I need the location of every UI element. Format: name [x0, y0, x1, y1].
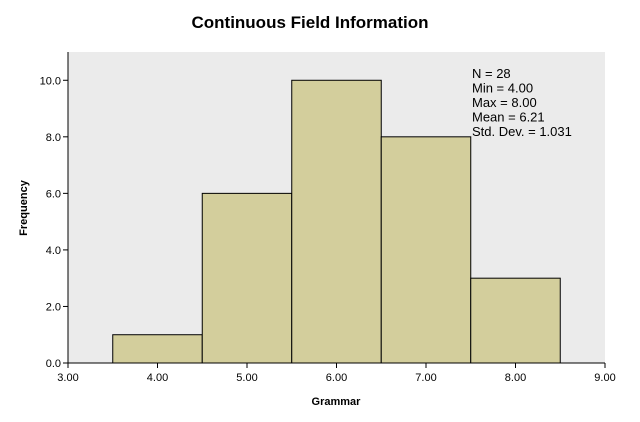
- histogram-bar: [380, 136, 472, 364]
- histogram-bar: [201, 192, 293, 364]
- x-tick-label: 4.00: [147, 372, 168, 384]
- y-tick-label: 10.0: [40, 75, 61, 87]
- y-axis-label: Frequency: [18, 179, 30, 236]
- x-tick-label: 8.00: [505, 372, 526, 384]
- stats-line: N = 28: [472, 66, 511, 81]
- stats-line: Min = 4.00: [472, 81, 533, 96]
- histogram-bar: [112, 334, 203, 364]
- y-tick-label: 6.0: [46, 188, 61, 200]
- x-axis-label: Grammar: [312, 396, 362, 408]
- y-tick-label: 0.0: [46, 358, 61, 370]
- chart-title: Continuous Field Information: [191, 13, 428, 32]
- y-tick-label: 2.0: [46, 301, 61, 313]
- stats-line: Max = 8.00: [472, 95, 537, 110]
- stats-line: Std. Dev. = 1.031: [472, 124, 572, 139]
- x-tick-label: 6.00: [326, 372, 347, 384]
- x-tick-label: 7.00: [415, 372, 436, 384]
- stats-line: Mean = 6.21: [472, 110, 545, 125]
- x-tick-label: 9.00: [594, 372, 615, 384]
- y-tick-label: 8.0: [46, 132, 61, 144]
- bars-layer: [112, 79, 561, 364]
- x-tick-label: 3.00: [57, 372, 78, 384]
- histogram-bar: [470, 277, 561, 364]
- y-tick-label: 4.0: [46, 245, 61, 257]
- x-tick-label: 5.00: [236, 372, 257, 384]
- axes-layer: 3.00 4.00 5.00 6.00 7.00 8.00 9.00 0.0 2.0 4.0 6.0…: [40, 52, 616, 384]
- histogram-bar: [291, 79, 382, 364]
